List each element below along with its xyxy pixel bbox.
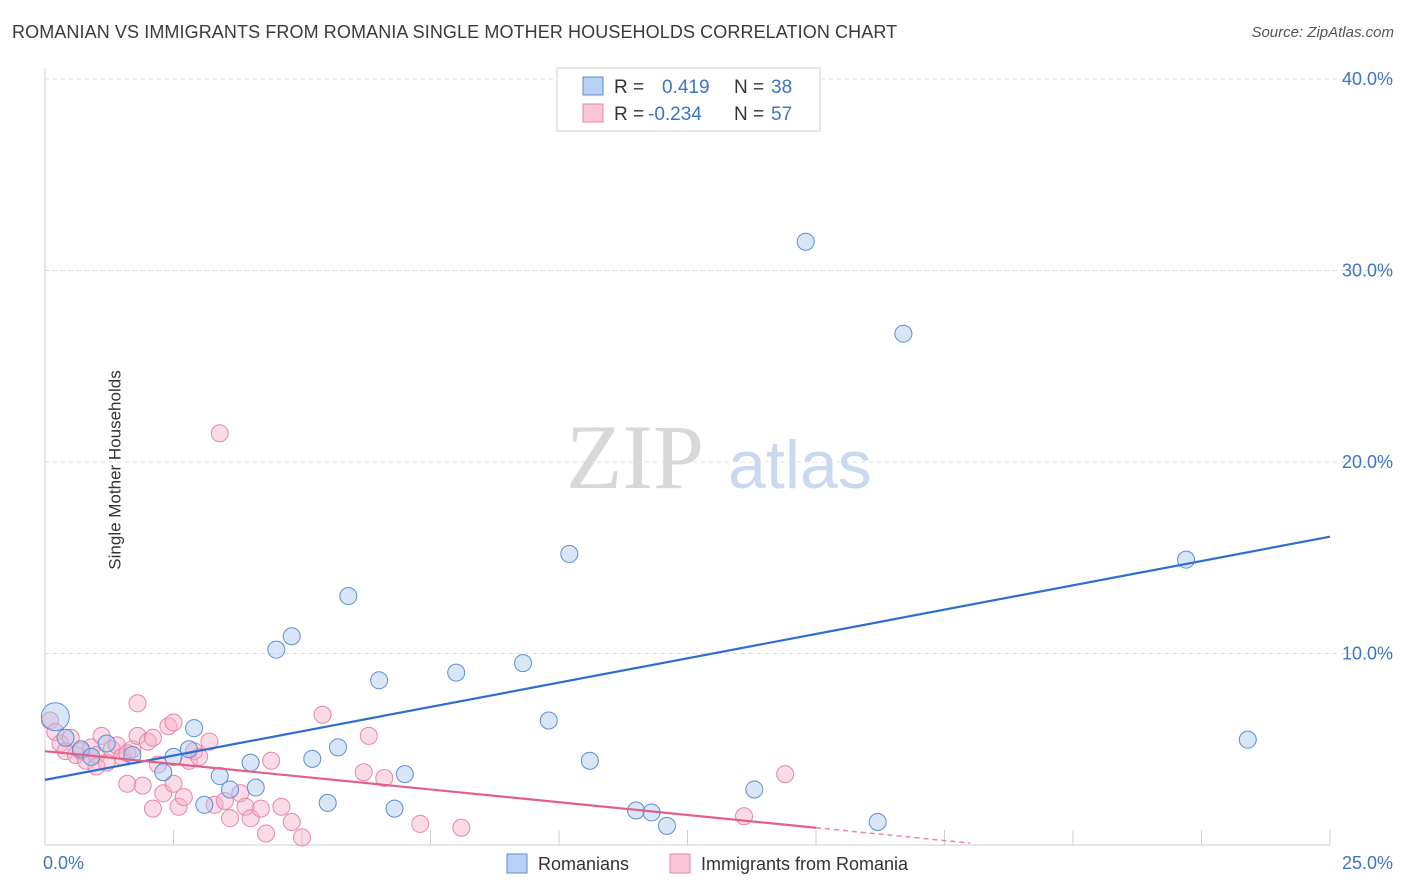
legend-n-label: N = [734, 104, 764, 125]
point-immigrants [354, 763, 373, 782]
point-romanians [868, 813, 887, 832]
x-tick-label: 25.0% [1342, 853, 1393, 873]
point-romanians [195, 795, 214, 814]
point-immigrants [776, 765, 795, 784]
y-tick-label: 30.0% [1342, 261, 1393, 281]
point-romanians [539, 711, 558, 730]
legend-swatch-immigrants [669, 853, 691, 874]
point-immigrants [56, 742, 75, 761]
y-tick-label: 10.0% [1342, 644, 1393, 664]
point-immigrants [215, 791, 234, 810]
legend-swatch-romanians [582, 76, 604, 96]
point-immigrants [313, 705, 332, 724]
point-immigrants [128, 694, 147, 713]
legend-label-immigrants: Immigrants from Romania [701, 854, 909, 874]
point-romanians [745, 780, 764, 799]
point-romanians [267, 640, 286, 659]
legend-label-romanians: Romanians [538, 854, 629, 874]
point-romanians [282, 627, 301, 646]
data-points [40, 232, 1257, 847]
trend-lines [44, 535, 1331, 844]
point-immigrants [133, 776, 152, 795]
point-romanians [395, 765, 414, 784]
point-immigrants [411, 814, 430, 833]
legend-swatch-immigrants [582, 103, 604, 123]
point-immigrants [143, 728, 162, 747]
point-romanians [179, 740, 198, 759]
point-immigrants [143, 799, 162, 818]
point-immigrants [174, 788, 193, 807]
legend-r-value: -0.234 [648, 104, 702, 125]
watermark: ZIP atlas [566, 406, 872, 508]
legend-r-label: R = [614, 77, 644, 98]
tick-labels: 10.0% 20.0% 30.0% 40.0% 0.0% 25.0% [43, 69, 1393, 873]
point-immigrants [61, 728, 80, 747]
watermark-zip: ZIP [566, 406, 704, 508]
point-immigrants [293, 828, 311, 847]
trend-line-immigrants [44, 750, 817, 829]
point-immigrants [210, 424, 229, 443]
point-romanians [40, 702, 70, 732]
point-immigrants [251, 799, 270, 818]
point-immigrants [257, 824, 276, 843]
trend-line-immigrants-extension [815, 827, 971, 844]
point-immigrants [200, 732, 219, 751]
point-romanians [246, 778, 265, 797]
point-romanians [370, 671, 389, 690]
chart-source: Source: ZipAtlas.com [1251, 24, 1394, 41]
watermark-atlas: atlas [728, 427, 872, 503]
legend-n-value: 57 [771, 104, 792, 125]
legend-r-label: R = [614, 104, 644, 125]
point-romanians [447, 663, 466, 682]
chart-title: ROMANIAN VS IMMIGRANTS FROM ROMANIA SING… [12, 22, 898, 42]
point-romanians [328, 738, 347, 757]
trend-line-romanians [44, 535, 1331, 781]
point-romanians [241, 753, 260, 772]
point-immigrants [118, 774, 137, 793]
point-romanians [339, 587, 358, 606]
point-romanians [221, 780, 240, 799]
legend-n-label: N = [734, 77, 764, 98]
point-immigrants [282, 813, 301, 832]
point-immigrants [123, 740, 142, 759]
point-immigrants [205, 795, 224, 814]
point-romanians [514, 654, 533, 673]
point-romanians [185, 719, 204, 738]
point-immigrants [164, 713, 183, 732]
point-romanians [657, 816, 676, 835]
point-romanians [303, 749, 322, 768]
legend-r-value: 0.419 [662, 77, 710, 98]
point-immigrants [452, 818, 471, 837]
point-immigrants [272, 797, 291, 816]
point-immigrants [262, 751, 281, 770]
point-immigrants [128, 726, 147, 745]
legend-n-value: 38 [771, 77, 792, 98]
point-immigrants [164, 774, 183, 793]
point-immigrants [359, 726, 378, 745]
axes [44, 68, 1331, 846]
point-immigrants [169, 797, 188, 816]
point-immigrants [221, 809, 240, 828]
y-tick-label: 40.0% [1342, 69, 1393, 89]
legend-swatch-romanians [506, 853, 528, 874]
point-romanians [894, 324, 913, 343]
point-romanians [796, 232, 815, 251]
point-romanians [560, 544, 579, 563]
point-romanians [56, 728, 75, 747]
point-romanians [154, 763, 173, 782]
point-immigrants [236, 797, 255, 816]
point-romanians [385, 799, 404, 818]
point-romanians [580, 751, 599, 770]
correlation-legend: R = 0.419 N = 38 R = -0.234 N = 57 [556, 67, 821, 132]
point-romanians [318, 793, 337, 812]
series-legend: Romanians Immigrants from Romania [506, 853, 909, 874]
y-tick-label: 20.0% [1342, 452, 1393, 472]
point-romanians [97, 734, 116, 753]
point-immigrants [375, 768, 394, 787]
x-tick-label: 0.0% [43, 853, 84, 873]
point-romanians [1238, 730, 1257, 749]
